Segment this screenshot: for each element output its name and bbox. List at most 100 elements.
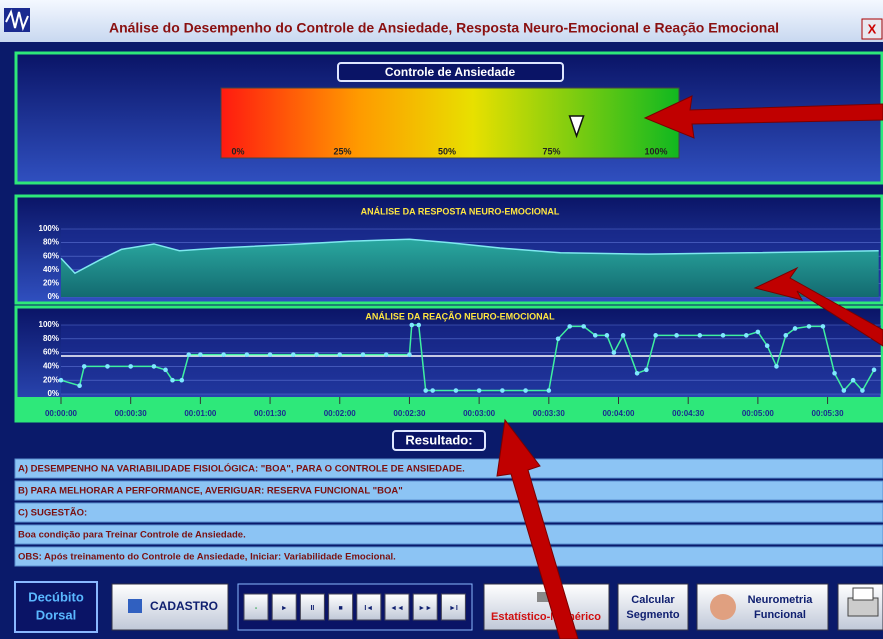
x-tick-label: 00:00:00 xyxy=(45,409,78,418)
marker xyxy=(453,388,459,393)
segment-button[interactable] xyxy=(617,583,689,631)
marker xyxy=(620,333,626,338)
statistics-icon xyxy=(537,592,549,602)
marker xyxy=(105,364,110,369)
marker xyxy=(567,324,573,329)
marker xyxy=(407,352,412,357)
marker xyxy=(581,324,586,329)
register-icon xyxy=(128,599,142,613)
marker xyxy=(841,388,847,393)
media-button[interactable] xyxy=(243,593,269,621)
position-label: Decúbito xyxy=(28,589,84,604)
marker xyxy=(546,388,552,393)
result-text: C) SUGESTÃO: xyxy=(18,508,87,519)
plot-area xyxy=(61,325,881,394)
segment-label[interactable]: Calcular xyxy=(631,594,675,606)
marker xyxy=(820,324,826,329)
result-text: B) PARA MELHORAR A PERFORMANCE, AVERIGUA… xyxy=(18,486,403,497)
marker xyxy=(409,322,415,328)
time-axis-band xyxy=(17,397,881,420)
arrow xyxy=(496,418,579,639)
media-label[interactable]: - xyxy=(255,605,258,612)
media-label[interactable]: II xyxy=(310,605,314,612)
y-tick-label: 100% xyxy=(39,224,59,233)
marker xyxy=(832,371,837,376)
results-title-box xyxy=(392,430,486,451)
media-label[interactable]: ►I xyxy=(449,605,458,612)
marker xyxy=(743,333,749,338)
x-tick-label: 00:02:00 xyxy=(324,409,357,418)
y-tick-label: 60% xyxy=(43,348,59,357)
marker xyxy=(871,367,877,373)
marker xyxy=(644,367,649,373)
marker xyxy=(860,388,865,393)
window-title: Análise do Desempenho do Controle de Ans… xyxy=(109,20,779,36)
gauge-tick-label: 100% xyxy=(644,146,667,156)
media-label[interactable]: ► xyxy=(281,605,288,612)
marker xyxy=(383,352,389,357)
neurometry-button[interactable] xyxy=(696,583,829,631)
marker xyxy=(77,383,82,389)
marker xyxy=(611,350,617,355)
marker xyxy=(783,333,789,338)
result-text: Boa condição para Treinar Controle de An… xyxy=(18,530,246,541)
result-row xyxy=(14,546,883,567)
media-label[interactable]: I◄ xyxy=(364,605,373,612)
neurometry-label[interactable]: Funcional xyxy=(754,609,806,621)
result-row xyxy=(14,458,883,479)
marker xyxy=(58,377,64,383)
close-label[interactable]: X xyxy=(868,21,877,36)
marker xyxy=(774,364,779,369)
media-label[interactable]: ■ xyxy=(338,605,342,612)
area-line xyxy=(60,238,879,275)
close-button[interactable] xyxy=(861,18,883,40)
marker xyxy=(163,367,168,373)
marker xyxy=(430,388,435,393)
position-box xyxy=(14,581,98,633)
y-tick-label: 0% xyxy=(47,292,59,301)
y-tick-label: 40% xyxy=(43,265,59,274)
media-button[interactable] xyxy=(356,593,382,621)
gauge-tick-label: 25% xyxy=(333,146,351,156)
reaction-title: ANÁLISE DA REAÇÃO NEURO-EMOCIONAL xyxy=(365,311,555,321)
result-text: OBS: Após treinamento do Controle de Ans… xyxy=(18,552,396,563)
marker xyxy=(290,352,296,357)
x-tick-label: 00:02:30 xyxy=(393,409,426,418)
media-button[interactable] xyxy=(271,593,297,621)
x-tick-label: 00:05:30 xyxy=(812,409,845,418)
area xyxy=(61,239,879,297)
x-tick-label: 00:03:00 xyxy=(463,409,496,418)
x-tick-label: 00:01:00 xyxy=(184,409,217,418)
response-title: ANÁLISE DA RESPOSTA NEURO-EMOCIONAL xyxy=(361,206,560,216)
statistics-label[interactable]: Estatístico-Numérico xyxy=(491,611,601,623)
x-tick-label: 00:04:00 xyxy=(602,409,635,418)
marker xyxy=(476,388,482,393)
marker xyxy=(697,333,703,338)
gauge-tick-label: 50% xyxy=(438,146,456,156)
marker xyxy=(179,377,185,383)
annotation-arrows xyxy=(496,95,883,639)
marker xyxy=(634,371,640,376)
media-button[interactable] xyxy=(384,593,410,621)
position-label: Dorsal xyxy=(36,607,76,622)
y-tick-label: 40% xyxy=(43,362,59,371)
media-label[interactable]: ►► xyxy=(418,605,432,612)
marker xyxy=(423,388,429,393)
marker xyxy=(806,324,812,329)
media-button[interactable] xyxy=(299,593,325,621)
media-label[interactable]: ◄◄ xyxy=(390,605,404,612)
marker xyxy=(314,352,319,357)
app-icon-wave xyxy=(5,9,29,32)
marker xyxy=(755,329,761,335)
marker xyxy=(523,388,528,393)
marker xyxy=(267,352,273,357)
media-button[interactable] xyxy=(328,593,354,621)
marker xyxy=(360,352,366,357)
marker xyxy=(764,343,770,349)
marker xyxy=(337,352,343,357)
segment-label[interactable]: Segmento xyxy=(626,609,679,621)
media-button[interactable] xyxy=(440,593,466,621)
neurometry-label[interactable]: Neurometria xyxy=(748,594,814,606)
register-label[interactable]: CADASTRO xyxy=(150,599,218,613)
media-button[interactable] xyxy=(412,593,438,621)
